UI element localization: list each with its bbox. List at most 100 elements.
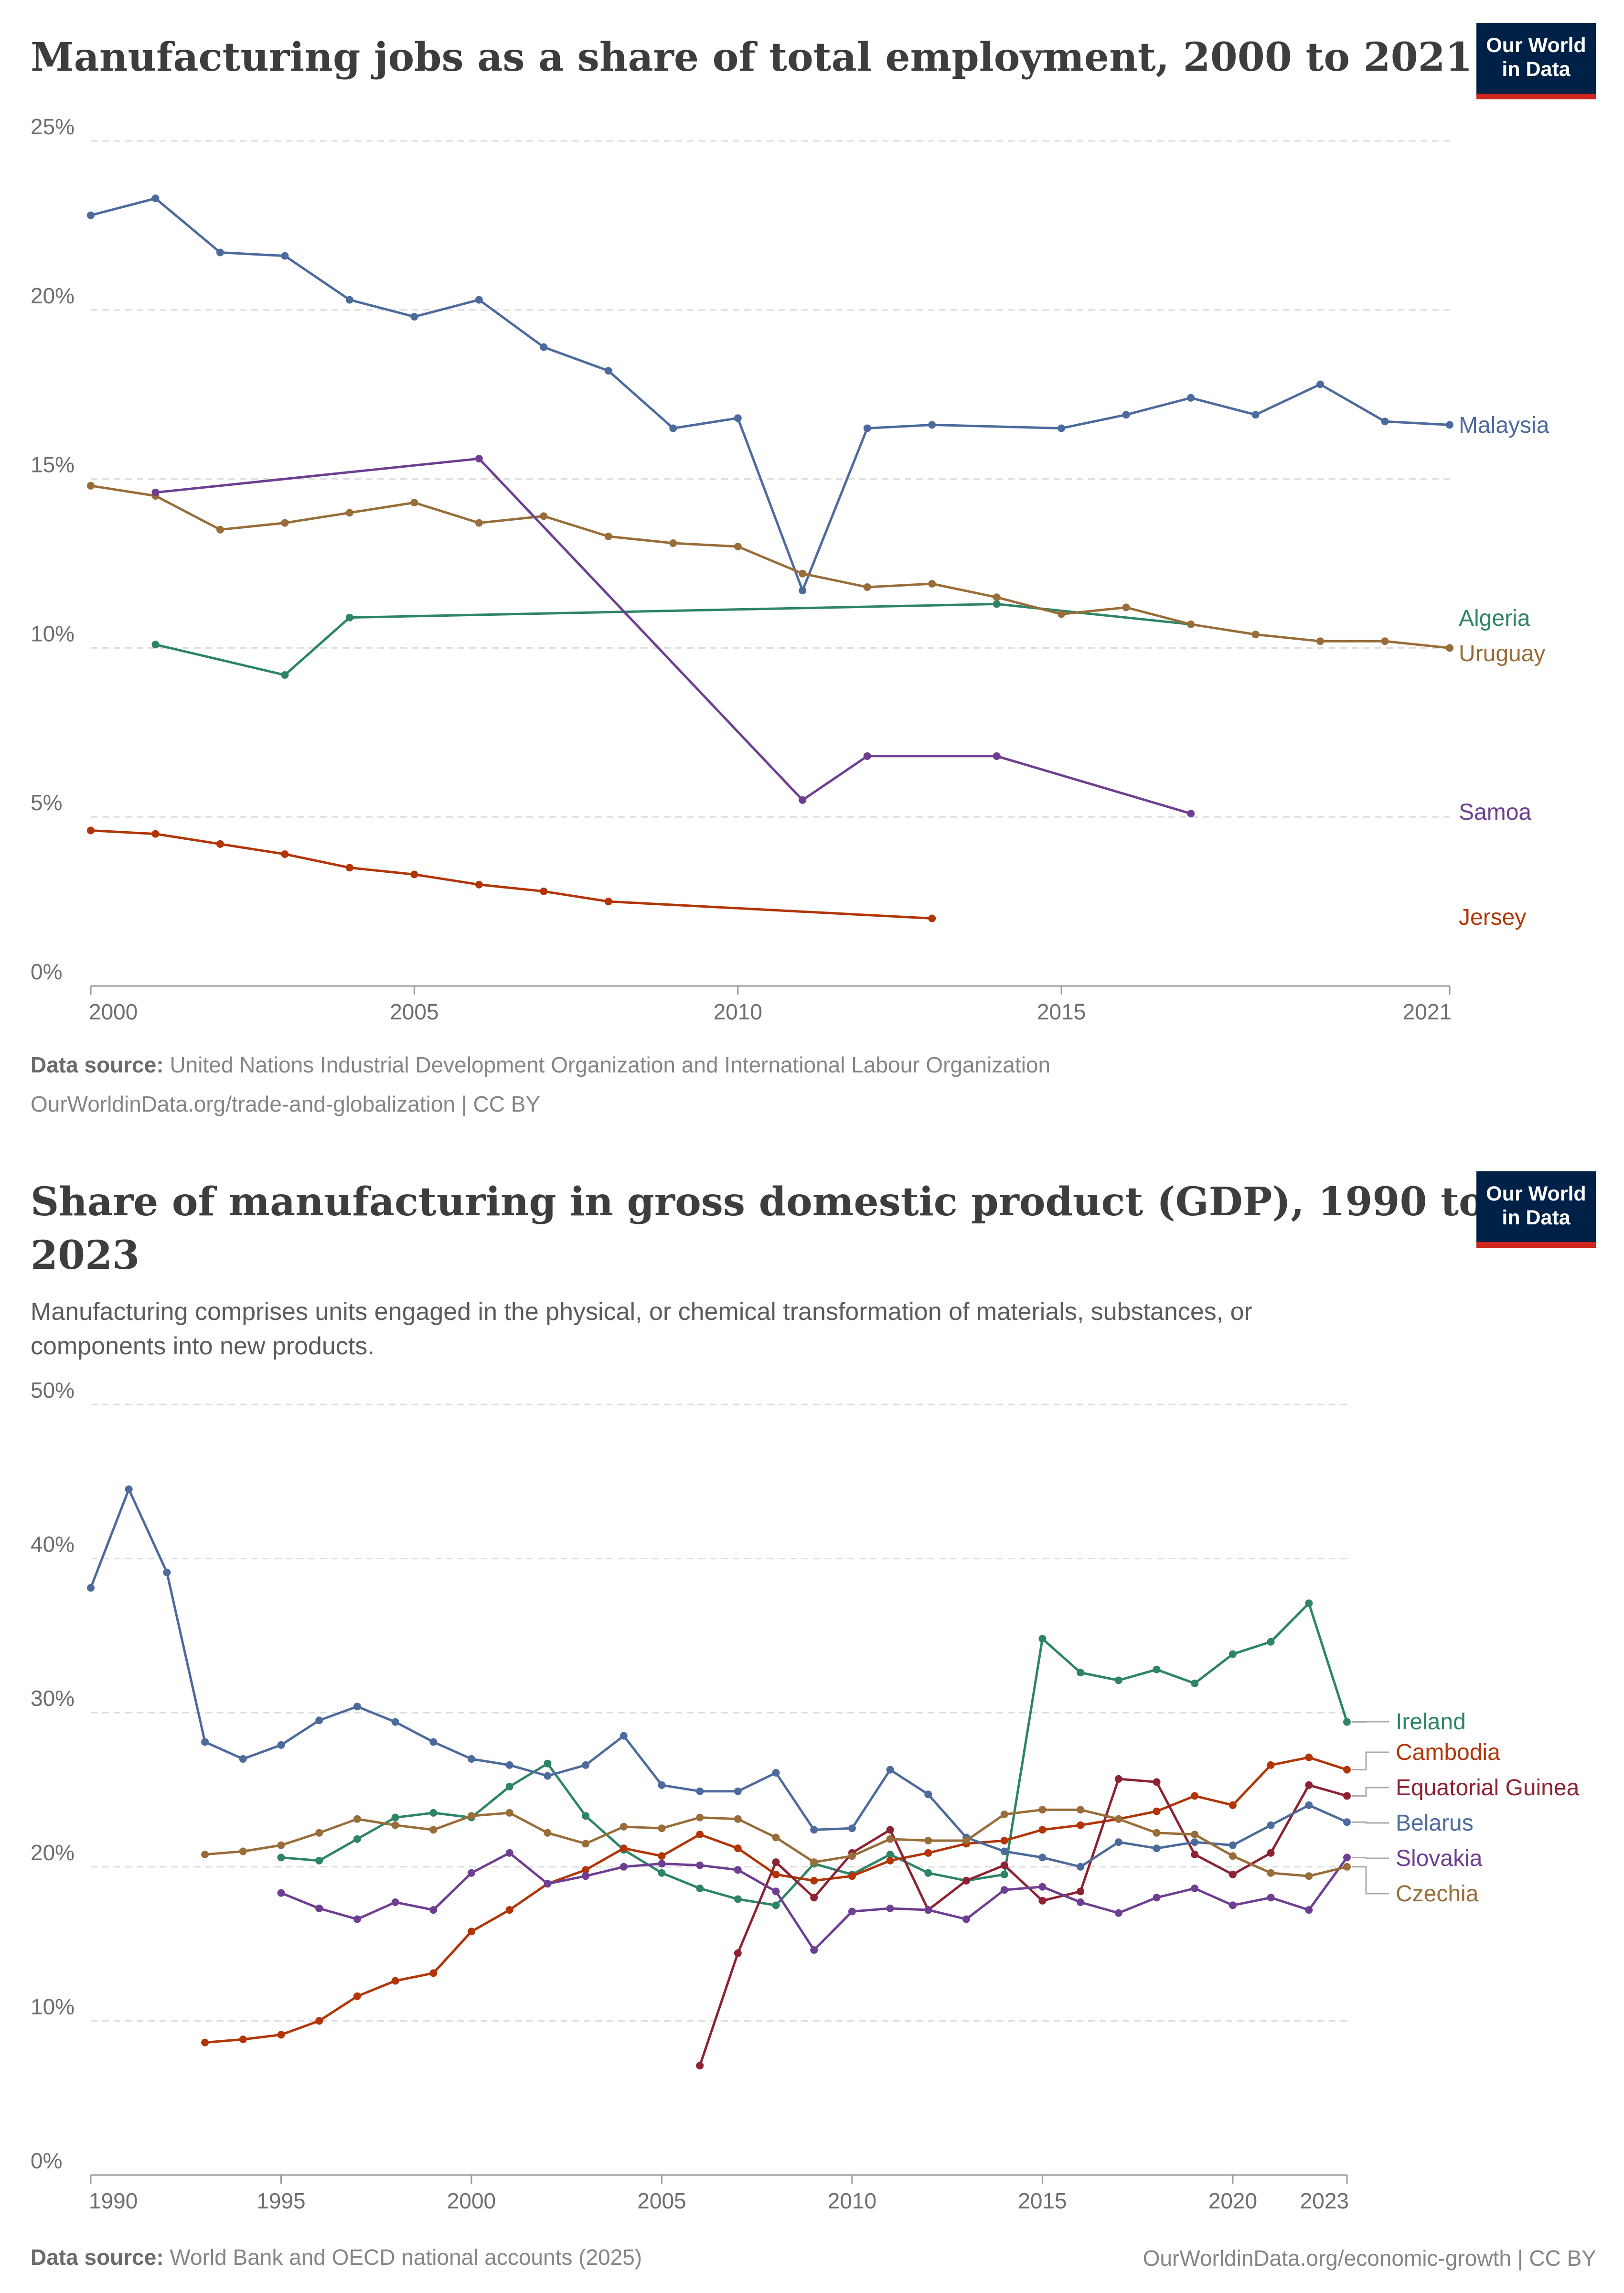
chart1-label-samoa: Samoa bbox=[1459, 800, 1531, 825]
chart1-point-algeria bbox=[151, 641, 160, 649]
chart2-point-czechia bbox=[1153, 1829, 1161, 1837]
chart2-point-ireland bbox=[1000, 1870, 1008, 1878]
chart2-point-ireland bbox=[772, 1901, 780, 1909]
chart2-point-cambodia bbox=[315, 2017, 323, 2025]
chart2-label-cambodia: Cambodia bbox=[1396, 1740, 1500, 1765]
chart1-point-uruguay bbox=[734, 543, 742, 551]
chart1-source-text: United Nations Industrial Development Or… bbox=[170, 1052, 1051, 1077]
chart2-point-cambodia bbox=[353, 1992, 361, 2000]
chart2-point-cambodia bbox=[391, 1977, 399, 1985]
owid-logo-2[interactable]: Our World in Data bbox=[1476, 1171, 1596, 1248]
owid-logo[interactable]: Our World in Data bbox=[1476, 23, 1596, 99]
chart1-point-jersey bbox=[928, 914, 936, 922]
chart2-point-ireland bbox=[391, 1813, 399, 1822]
chart2-point-slovakia bbox=[810, 1946, 818, 1954]
chart2-point-ireland bbox=[505, 1783, 513, 1790]
chart2-point-slovakia bbox=[1077, 1898, 1085, 1906]
chart2-point-cambodia bbox=[848, 1872, 856, 1880]
chart2-point-cambodia bbox=[1305, 1753, 1313, 1761]
chart2-point-belarus bbox=[1000, 1847, 1008, 1855]
chart1-line-uruguay bbox=[90, 484, 1450, 649]
chart2-point-slovakia bbox=[962, 1915, 970, 1923]
chart2-point-czechia bbox=[772, 1833, 780, 1842]
chart2-x-tick-label: 1990 bbox=[89, 2188, 138, 2213]
chart2-point-czechia bbox=[582, 1840, 590, 1848]
chart1-point-malaysia bbox=[604, 367, 612, 375]
chart2-point-czechia bbox=[1305, 1872, 1313, 1880]
chart1-point-jersey bbox=[281, 850, 289, 858]
chart1-point-jersey bbox=[475, 880, 483, 889]
chart1-label-malaysia: Malaysia bbox=[1459, 413, 1549, 438]
chart2-point-cambodia bbox=[277, 2031, 285, 2039]
chart2-point-czechia bbox=[734, 1815, 742, 1823]
chart2-point-czechia bbox=[468, 1812, 475, 1820]
chart1-line-samoa bbox=[155, 457, 1191, 815]
logo2-line1: Our World bbox=[1486, 1182, 1586, 1205]
chart1-point-uruguay bbox=[1381, 637, 1389, 645]
chart2-point-czechia bbox=[1114, 1815, 1122, 1823]
chart2-url[interactable]: OurWorldinData.org/economic-growth | CC … bbox=[1143, 2246, 1596, 2271]
chart1-url[interactable]: OurWorldinData.org/trade-and-globalizati… bbox=[31, 1092, 541, 1116]
chart1-point-uruguay bbox=[281, 519, 289, 527]
chart1-point-jersey bbox=[540, 887, 548, 895]
chart2-point-ireland bbox=[734, 1895, 742, 1903]
chart2-x-tick-label: 2010 bbox=[828, 2188, 876, 2213]
chart2-point-belarus bbox=[1038, 1854, 1047, 1862]
chart2-point-slovakia bbox=[505, 1849, 513, 1857]
chart2-point-cambodia bbox=[1153, 1807, 1161, 1815]
chart2-line-equatorial-guinea bbox=[698, 1778, 1347, 2066]
chart2-point-cambodia bbox=[772, 1870, 780, 1878]
chart2-point-czechia bbox=[429, 1826, 438, 1834]
chart1-point-uruguay bbox=[669, 539, 677, 547]
chart1-point-uruguay bbox=[87, 482, 95, 490]
chart1-label-jersey: Jersey bbox=[1459, 905, 1526, 930]
chart1-point-samoa bbox=[151, 488, 160, 496]
chart2-point-ireland bbox=[1153, 1665, 1161, 1673]
chart2-connector-belarus bbox=[1352, 1821, 1389, 1824]
chart1-point-uruguay bbox=[1251, 631, 1260, 639]
chart2-point-belarus bbox=[1229, 1841, 1237, 1849]
chart2-point-ireland bbox=[696, 1885, 704, 1892]
chart1-point-uruguay bbox=[216, 525, 224, 534]
chart2-point-slovakia bbox=[1191, 1885, 1199, 1892]
chart1-point-samoa bbox=[1187, 810, 1195, 818]
chart2-point-belarus bbox=[1191, 1838, 1199, 1846]
chart1-point-malaysia bbox=[863, 424, 871, 432]
chart2-point-belarus bbox=[1305, 1801, 1313, 1809]
chart1-point-malaysia bbox=[1058, 424, 1066, 432]
chart1-point-jersey bbox=[151, 830, 160, 838]
chart1-series-jersey bbox=[87, 826, 936, 922]
chart1-point-jersey bbox=[410, 870, 418, 879]
chart2-point-slovakia bbox=[696, 1861, 704, 1869]
chart1-point-jersey bbox=[345, 864, 353, 872]
chart2-subtitle-line1: Manufacturing comprises units engaged in… bbox=[31, 1298, 1252, 1326]
chart1-point-malaysia bbox=[281, 252, 289, 260]
chart2-point-equatorial-guinea bbox=[886, 1826, 894, 1834]
chart2-point-slovakia bbox=[924, 1906, 932, 1914]
chart1-point-malaysia bbox=[1187, 394, 1195, 402]
chart1-point-uruguay bbox=[604, 532, 612, 540]
chart2-point-slovakia bbox=[1038, 1883, 1047, 1891]
chart1-point-malaysia bbox=[1446, 421, 1453, 429]
chart1-series-malaysia bbox=[87, 194, 1453, 595]
chart2-subtitle-line2: components into new products. bbox=[31, 1332, 374, 1360]
chart2-point-slovakia bbox=[429, 1906, 438, 1914]
chart2-title: Share of manufacturing in gross domestic… bbox=[31, 1175, 1485, 1282]
chart2-connector-slovakia bbox=[1352, 1856, 1389, 1859]
chart1-label-algeria: Algeria bbox=[1459, 606, 1530, 631]
chart2-label-ireland: Ireland bbox=[1396, 1709, 1466, 1735]
chart2-point-equatorial-guinea bbox=[962, 1876, 970, 1885]
chart2-point-belarus bbox=[886, 1766, 894, 1774]
chart2-line-belarus bbox=[89, 1488, 1348, 1868]
chart2-point-belarus bbox=[620, 1732, 628, 1740]
chart2-point-slovakia bbox=[848, 1907, 856, 1916]
chart1-point-uruguay bbox=[1058, 610, 1066, 618]
chart2-y-tick-label: 30% bbox=[31, 1686, 75, 1711]
chart1-point-algeria bbox=[281, 671, 289, 679]
chart2-point-czechia bbox=[1038, 1806, 1047, 1814]
chart2-y-tick-label: 50% bbox=[31, 1378, 75, 1403]
chart2-point-czechia bbox=[505, 1809, 513, 1817]
chart2-point-equatorial-guinea bbox=[1305, 1781, 1313, 1789]
chart2-point-belarus bbox=[1114, 1838, 1122, 1846]
chart2-point-cambodia bbox=[810, 1876, 818, 1885]
